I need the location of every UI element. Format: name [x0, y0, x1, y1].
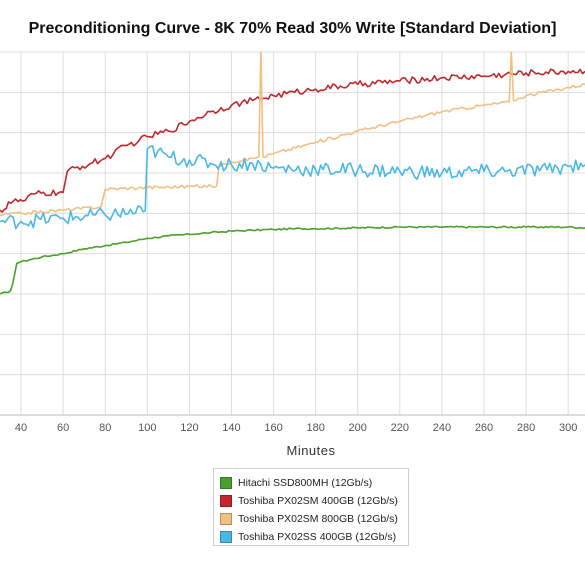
x-tick-label: 60: [57, 422, 69, 434]
series-layer: [0, 51, 585, 295]
x-tick-label: 100: [138, 422, 156, 434]
legend-label: Toshiba PX02SS 400GB (12Gb/s): [238, 531, 397, 543]
legend-label: Toshiba PX02SM 800GB (12Gb/s): [238, 513, 398, 525]
chart-legend: Hitachi SSD800MH (12Gb/s) Toshiba PX02SM …: [213, 468, 409, 546]
legend-label: Toshiba PX02SM 400GB (12Gb/s): [238, 495, 398, 507]
x-tick-label: 220: [391, 422, 409, 434]
legend-label: Hitachi SSD800MH (12Gb/s): [238, 477, 373, 489]
series-line-3: [0, 51, 585, 217]
x-tick-label: 200: [349, 422, 367, 434]
x-tick-label: 180: [306, 422, 324, 434]
series-line-1: [0, 225, 585, 295]
x-tick-label: 240: [433, 422, 451, 434]
legend-swatch: [220, 513, 232, 525]
x-tick-label: 80: [99, 422, 111, 434]
x-tick-label: 300: [559, 422, 577, 434]
x-tick-label: 140: [222, 422, 240, 434]
series-line-4: [0, 145, 585, 230]
legend-item: Toshiba PX02SM 800GB (12Gb/s): [220, 510, 402, 528]
x-tick-label: 160: [264, 422, 282, 434]
legend-item: Toshiba PX02SM 400GB (12Gb/s): [220, 492, 402, 510]
legend-swatch: [220, 495, 232, 507]
legend-swatch: [220, 531, 232, 543]
x-tick-label: 260: [475, 422, 493, 434]
x-tick-label: 120: [180, 422, 198, 434]
x-tick-labels: 40 60 80 100 120 140 160 180 200 220 240 260 280 300: [15, 422, 577, 434]
x-tick-label: 40: [15, 422, 27, 434]
grid-layer: [0, 51, 585, 416]
legend-swatch: [220, 477, 232, 489]
x-tick-label: 280: [517, 422, 535, 434]
chart-title: Preconditioning Curve - 8K 70% Read 30% …: [28, 20, 557, 37]
legend-item: Hitachi SSD800MH (12Gb/s): [220, 474, 402, 492]
legend-item: Toshiba PX02SS 400GB (12Gb/s): [220, 528, 402, 546]
series-line-2: [0, 68, 585, 213]
x-axis-label: Minutes: [286, 443, 335, 458]
